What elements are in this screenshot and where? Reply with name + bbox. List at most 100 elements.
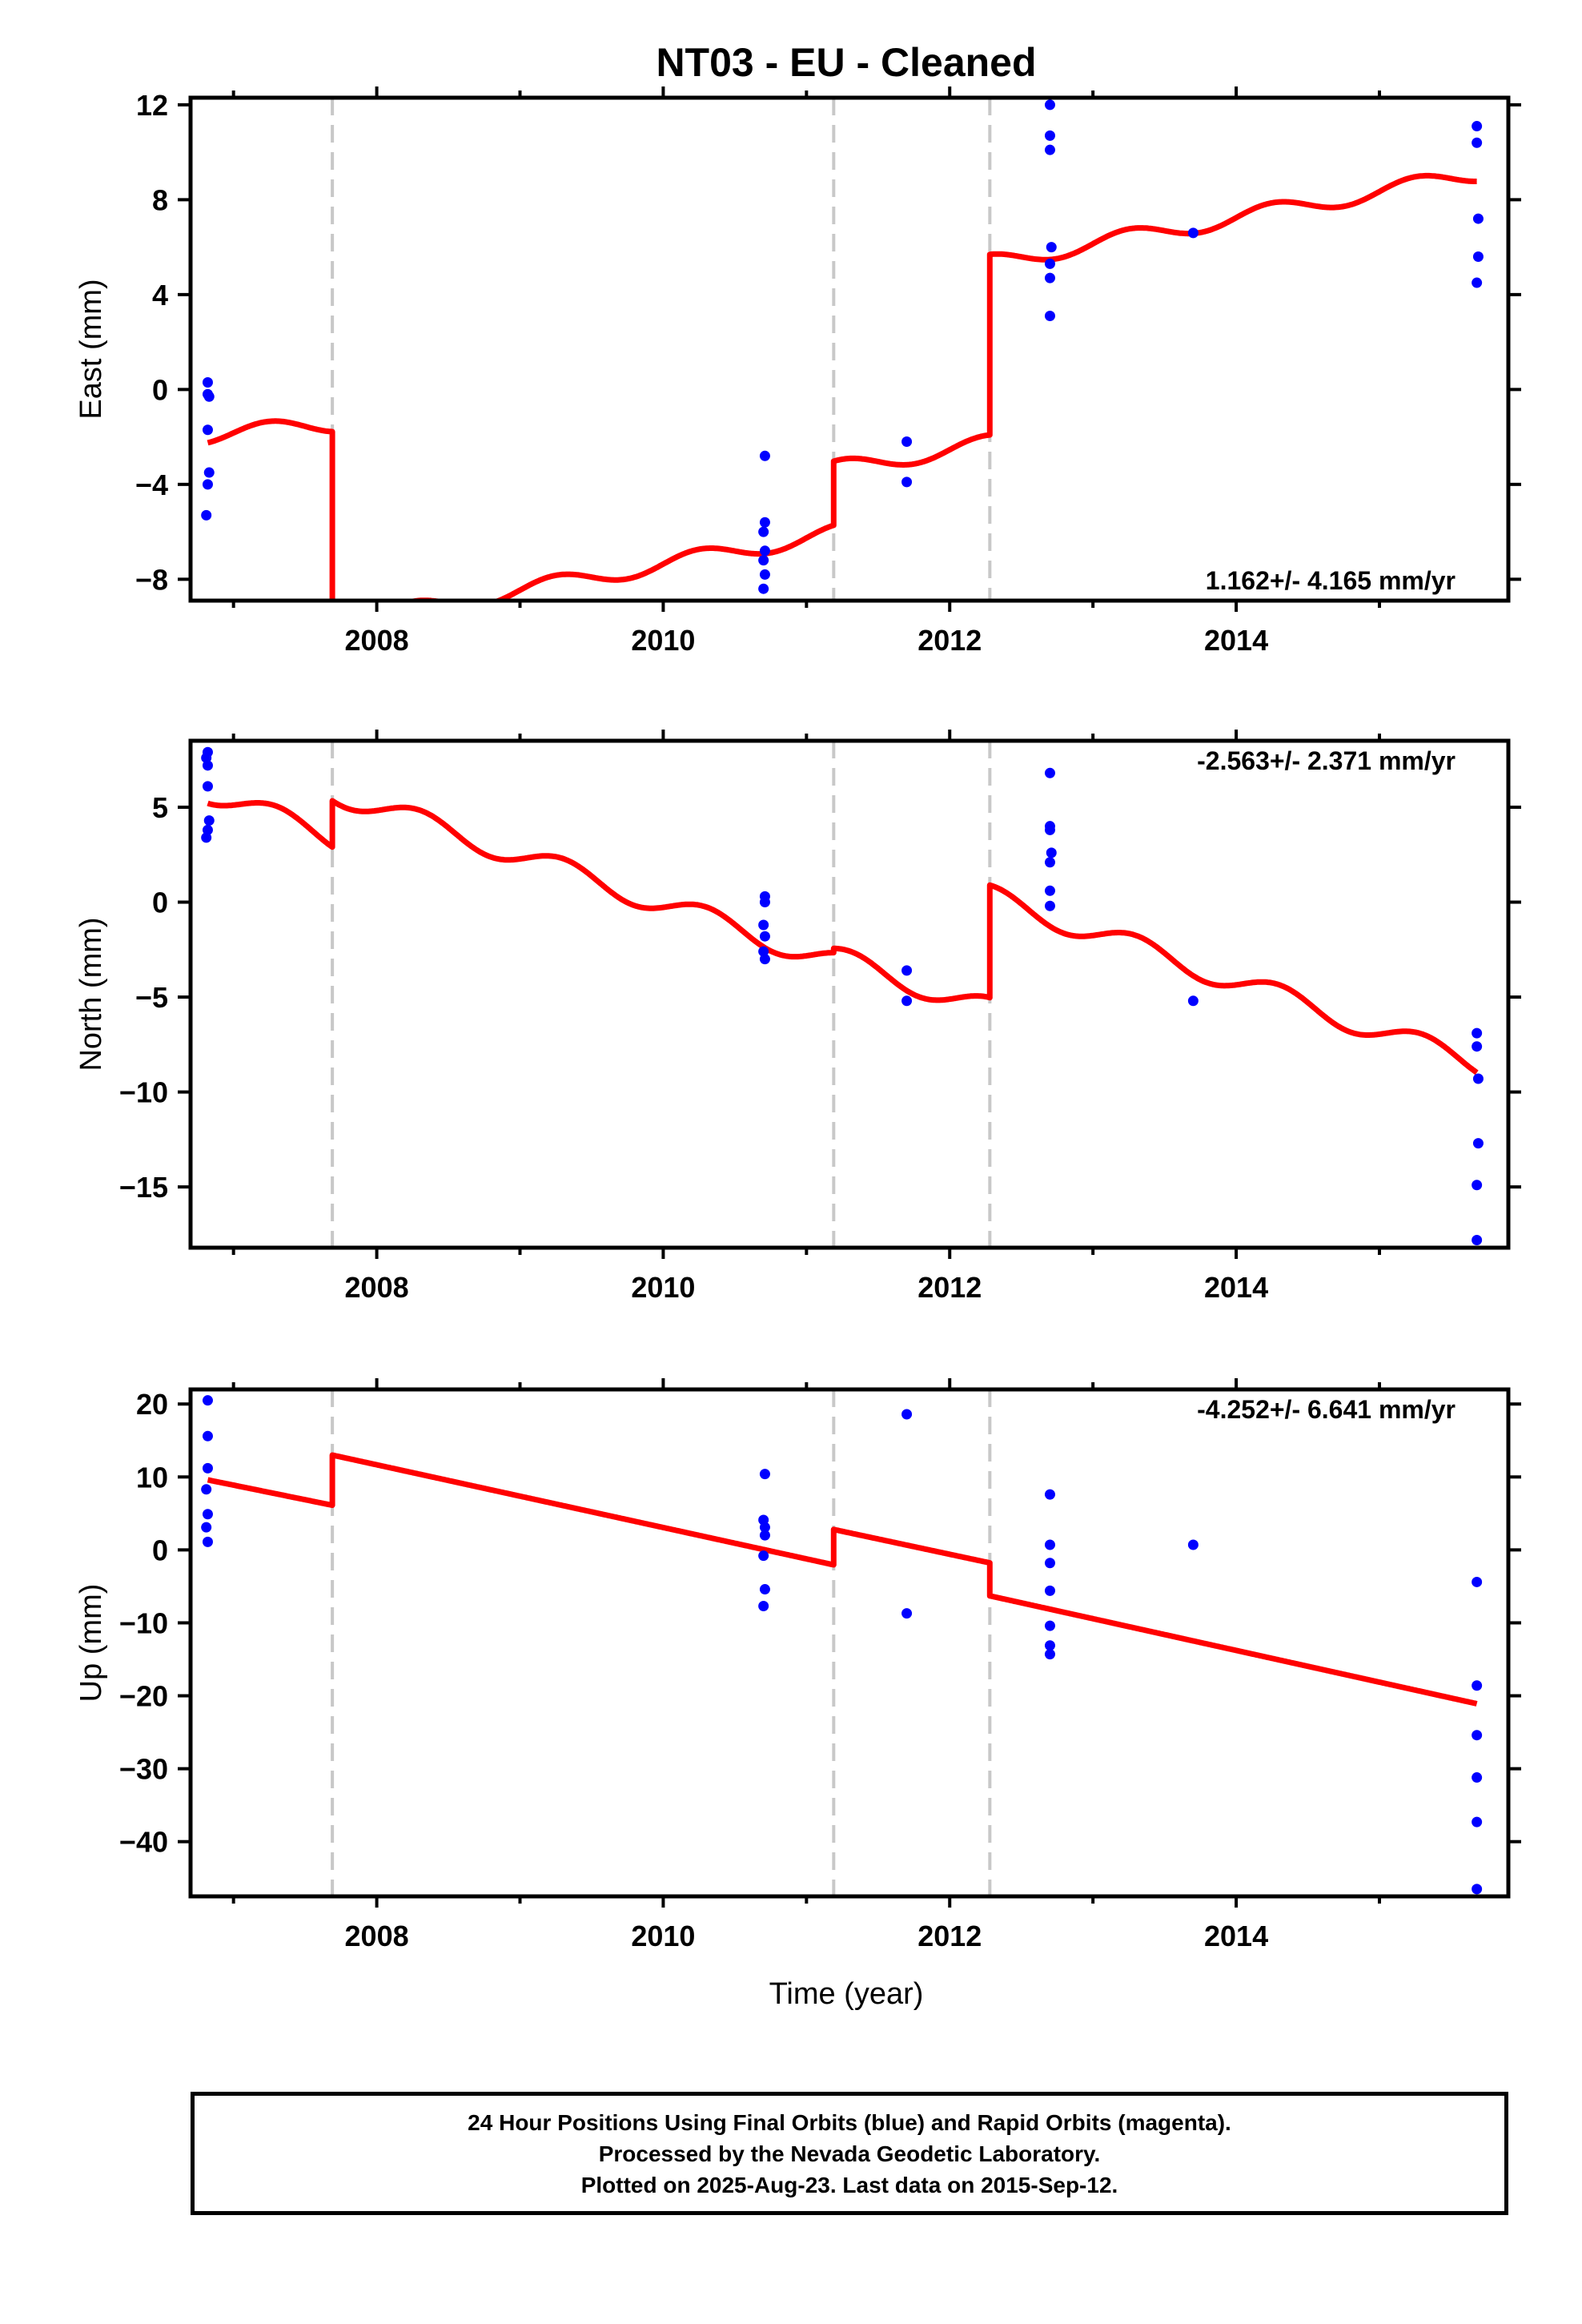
data-point-up-7 — [759, 1469, 770, 1480]
data-point-north-13 — [901, 965, 913, 976]
panel-north: 2008 2010 2012 2014 −15 −10 −5 0 5 North (mm) -2.5… — [74, 730, 1521, 1304]
data-point-up-3 — [201, 1484, 212, 1495]
data-point-north-22 — [1187, 995, 1199, 1007]
y-axis-label-north: North (mm) — [74, 917, 108, 1071]
x-tick-label-north-1: 2010 — [631, 1271, 695, 1304]
panel-east: 2008 2010 2012 2014 −8 −4 0 4 8 12 East (mm) 1.162+… — [74, 86, 1521, 657]
x-tick-label-up-3: 2014 — [1204, 1920, 1268, 1952]
x-tick-label-east-3: 2014 — [1204, 624, 1268, 657]
data-point-up-4 — [202, 1509, 213, 1520]
data-point-east-3 — [202, 424, 213, 436]
data-point-east-8 — [759, 517, 770, 528]
data-point-north-27 — [1472, 1180, 1483, 1191]
data-point-up-26 — [1472, 1730, 1483, 1741]
data-point-east-20 — [1044, 258, 1055, 269]
data-point-north-4 — [203, 815, 215, 826]
data-point-east-9 — [758, 526, 769, 537]
y-tick-label-up-4: 0 — [152, 1534, 168, 1566]
data-point-up-1 — [202, 1430, 213, 1441]
plot-frame-north — [188, 738, 1511, 1250]
data-point-up-12 — [759, 1584, 770, 1595]
footer-line-3: Plotted on 2025-Aug-23. Last data on 201… — [580, 2172, 1118, 2197]
data-point-east-27 — [1472, 251, 1484, 262]
data-point-east-0 — [202, 376, 213, 388]
data-point-up-13 — [758, 1601, 769, 1612]
data-point-north-28 — [1472, 1235, 1483, 1246]
y-tick-label-east-3: 4 — [152, 279, 168, 312]
x-tick-label-east-2: 2012 — [917, 624, 982, 657]
x-tick-label-east-0: 2008 — [345, 624, 409, 657]
data-point-east-6 — [201, 509, 212, 521]
data-point-up-18 — [1044, 1558, 1055, 1569]
data-point-north-10 — [759, 931, 770, 942]
data-point-up-24 — [1472, 1576, 1483, 1587]
data-point-up-5 — [201, 1522, 212, 1533]
data-point-up-0 — [202, 1395, 213, 1406]
data-point-north-18 — [1046, 847, 1057, 858]
plot-frame-up — [188, 1387, 1511, 1899]
y-axis-label-up: Up (mm) — [74, 1584, 108, 1703]
y-tick-label-up-5: 10 — [136, 1461, 168, 1494]
x-axis-label: Time (year) — [769, 1977, 924, 2011]
data-point-up-14 — [901, 1409, 913, 1420]
data-point-up-9 — [759, 1522, 770, 1533]
data-point-north-24 — [1472, 1041, 1483, 1052]
data-point-up-21 — [1044, 1640, 1055, 1651]
data-point-north-12 — [759, 954, 770, 965]
y-axis-label-east: East (mm) — [74, 279, 108, 419]
data-point-east-18 — [1044, 144, 1055, 155]
y-tick-label-east-0: −8 — [135, 563, 168, 596]
footer-line-2: Processed by the Nevada Geodetic Laborat… — [598, 2141, 1101, 2166]
y-tick-label-north-1: −10 — [119, 1076, 168, 1109]
data-point-up-15 — [901, 1608, 913, 1619]
data-point-up-29 — [1472, 1884, 1483, 1895]
data-point-east-13 — [758, 583, 769, 594]
data-point-north-9 — [758, 919, 769, 931]
y-tick-label-east-5: 12 — [136, 89, 168, 122]
data-point-east-11 — [758, 555, 769, 566]
model-curve-north — [206, 798, 1479, 1076]
x-tick-label-north-0: 2008 — [345, 1271, 409, 1304]
y-tick-label-up-3: −10 — [119, 1606, 168, 1639]
y-tick-label-north-3: 0 — [152, 887, 168, 919]
data-point-east-21 — [1044, 272, 1055, 283]
data-point-east-24 — [1472, 121, 1483, 132]
data-point-north-6 — [201, 832, 212, 843]
data-point-up-25 — [1472, 1680, 1483, 1691]
x-tick-label-north-2: 2012 — [917, 1271, 982, 1304]
footer-line-1: 24 Hour Positions Using Final Orbits (bl… — [468, 2109, 1231, 2135]
data-point-up-16 — [1044, 1489, 1055, 1500]
y-tick-label-up-6: 20 — [136, 1388, 168, 1421]
data-point-north-19 — [1044, 857, 1055, 868]
x-tick-label-up-0: 2008 — [345, 1920, 409, 1952]
data-point-east-17 — [1044, 130, 1055, 141]
data-point-up-19 — [1044, 1585, 1055, 1596]
data-point-up-17 — [1044, 1539, 1055, 1550]
data-point-north-20 — [1044, 885, 1055, 896]
data-point-east-26 — [1472, 213, 1484, 224]
y-tick-label-up-0: −40 — [119, 1826, 168, 1859]
data-point-north-3 — [202, 781, 213, 792]
data-point-east-10 — [759, 545, 770, 557]
plot-frame-east — [188, 95, 1511, 603]
data-point-north-15 — [1044, 767, 1055, 778]
chart-title: NT03 - EU - Cleaned — [656, 40, 1036, 85]
x-tick-label-north-3: 2014 — [1204, 1271, 1268, 1304]
data-point-east-28 — [1472, 277, 1483, 288]
data-point-up-28 — [1472, 1816, 1483, 1827]
y-tick-label-up-1: −30 — [119, 1753, 168, 1786]
data-point-up-2 — [202, 1462, 213, 1474]
x-tick-label-up-1: 2010 — [631, 1920, 695, 1952]
data-point-north-21 — [1044, 900, 1055, 911]
model-curve-up — [206, 1452, 1479, 1707]
data-point-east-25 — [1472, 137, 1483, 148]
data-point-north-23 — [1472, 1027, 1483, 1039]
rate-annotation-up: -4.252+/- 6.641 mm/yr — [1197, 1395, 1456, 1424]
data-point-up-27 — [1472, 1772, 1483, 1783]
y-tick-label-north-4: 5 — [152, 791, 168, 824]
rate-annotation-north: -2.563+/- 2.371 mm/yr — [1197, 746, 1456, 775]
data-point-east-23 — [1187, 227, 1199, 239]
y-tick-label-up-2: −20 — [119, 1680, 168, 1713]
